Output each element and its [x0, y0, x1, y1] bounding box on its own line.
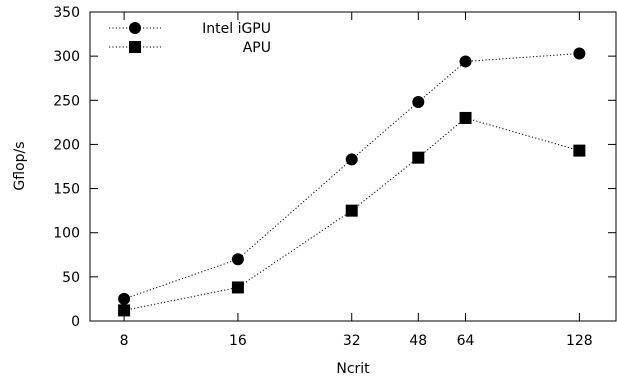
- legend-square-marker: [129, 41, 141, 53]
- data-point-square: [573, 144, 586, 157]
- data-point-circle: [412, 96, 425, 109]
- data-point-square: [459, 111, 472, 124]
- data-point-circle: [345, 153, 358, 166]
- series-apu: [118, 111, 586, 317]
- series-line: [123, 52, 580, 300]
- data-point-square: [345, 204, 358, 217]
- legend-label: APU: [243, 40, 271, 56]
- legend: Intel iGPU APU: [109, 21, 271, 56]
- x-tick-label: 48: [409, 333, 427, 349]
- y-tick-label: 200: [53, 137, 80, 153]
- x-axis-label: Ncrit: [336, 361, 370, 377]
- data-point-circle: [231, 253, 244, 266]
- legend-circle-marker: [129, 22, 141, 34]
- data-point-circle: [459, 55, 472, 68]
- series-layer: [118, 47, 586, 317]
- y-tick-label: 350: [53, 5, 80, 21]
- x-tick-label: 32: [343, 333, 361, 349]
- y-tick-label: 300: [53, 49, 80, 65]
- legend-entry: APU: [109, 40, 271, 56]
- series-intel-igpu: [118, 47, 586, 305]
- y-tick-label: 150: [53, 182, 80, 198]
- data-point-circle: [118, 292, 131, 305]
- data-point-circle: [573, 47, 586, 60]
- x-tick-label: 8: [120, 333, 129, 349]
- y-axis-label: Gflop/s: [12, 141, 28, 190]
- data-point-square: [231, 281, 244, 294]
- data-point-square: [118, 304, 131, 317]
- plot-frame: [89, 11, 617, 322]
- series-line: [123, 117, 580, 311]
- y-tick-label: 50: [62, 270, 80, 286]
- x-tick-label: 128: [566, 333, 593, 349]
- x-tick-label: 16: [229, 333, 247, 349]
- data-point-square: [412, 151, 425, 164]
- y-axis: 0 50 100 150 200 250 300 350: [53, 5, 616, 330]
- legend-entry: Intel iGPU: [109, 21, 271, 37]
- y-tick-label: 250: [53, 93, 80, 109]
- x-tick-label: 64: [457, 333, 475, 349]
- y-tick-label: 0: [71, 314, 80, 330]
- y-tick-label: 100: [53, 226, 80, 242]
- legend-label: Intel iGPU: [202, 21, 271, 37]
- x-axis: 8 16 32 48 64 128: [120, 12, 593, 349]
